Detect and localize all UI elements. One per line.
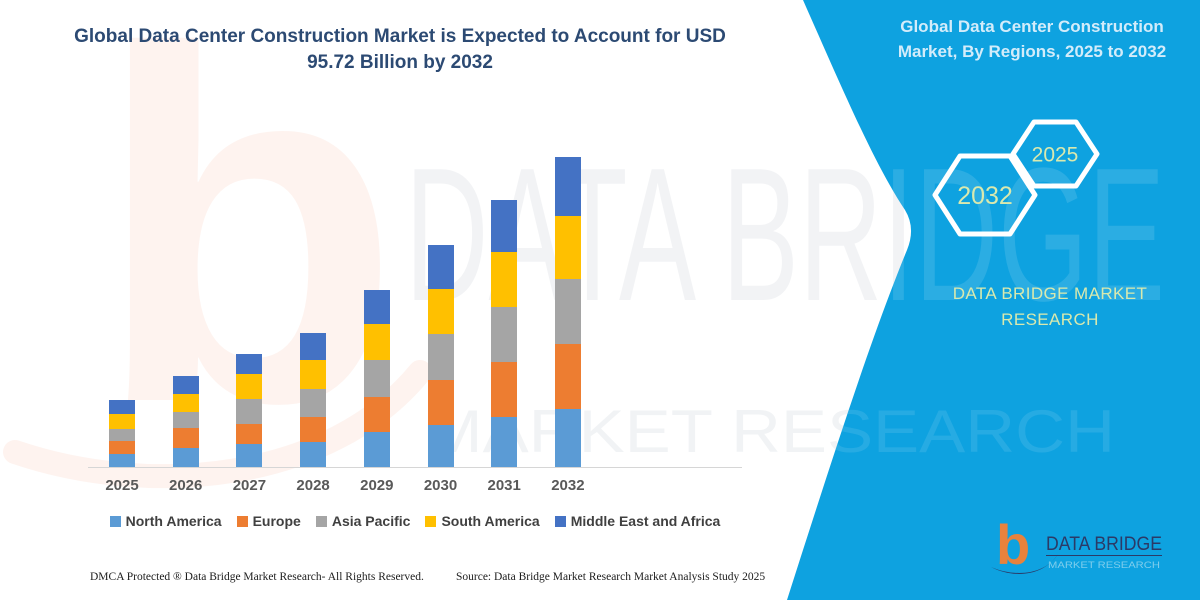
bar-segment-2030-south-america — [427, 289, 454, 334]
bar-2031 — [491, 200, 518, 467]
bar-segment-2026-middle-east-and-africa — [172, 375, 199, 394]
bar-segment-2028-europe — [300, 417, 327, 443]
legend-label-south-america: South America — [441, 513, 540, 529]
logo-tagline: MARKET RESEARCH — [1048, 560, 1160, 570]
logo-wordmark: DATA BRIDGE — [1046, 534, 1162, 555]
x-axis-label-2030: 2030 — [423, 477, 458, 494]
bar-segment-2027-europe — [236, 423, 263, 444]
legend-label-middle-east-and-africa: Middle East and Africa — [570, 513, 721, 529]
x-axis-labels: 2025 2026 2027 2028 2029 2030 2031 2032 — [90, 477, 610, 499]
logo-b-icon: b — [996, 513, 1030, 576]
x-axis-label-2025: 2025 — [105, 477, 139, 494]
bar-segment-2025-asia-pacific — [109, 429, 135, 441]
legend-item-asia-pacific: Asia Pacific — [315, 513, 411, 529]
page-title-line-2: 95.72 Billion by 2032 — [307, 52, 493, 74]
bar-segment-2029-north-america — [363, 432, 390, 467]
logo-swoosh-icon — [991, 554, 1058, 574]
page-title-line-1: Global Data Center Construction Market i… — [74, 26, 726, 47]
bar-segment-2027-south-america — [236, 374, 263, 400]
bar-segment-2026-europe — [172, 427, 199, 448]
bar-segment-2029-europe — [363, 397, 390, 432]
bar-segment-2031-north-america — [491, 417, 518, 467]
hexagon-2025-icon — [1010, 119, 1100, 189]
x-axis-label-2026: 2026 — [169, 477, 203, 494]
bar-segment-2032-middle-east-and-africa — [554, 156, 581, 216]
bar-2028 — [300, 333, 327, 467]
logo-divider — [1046, 555, 1162, 556]
bar-segment-2032-europe — [554, 343, 581, 409]
bar-segment-2031-europe — [491, 362, 518, 418]
bar-segment-2030-europe — [427, 380, 454, 426]
bar-2025 — [109, 400, 135, 467]
side-panel-brand-text: DATA BRIDGE MARKET RESEARCH — [952, 284, 1148, 330]
legend-swatch-north-america — [109, 515, 121, 527]
bar-segment-2032-north-america — [554, 408, 581, 467]
bar-segment-2025-south-america — [109, 414, 135, 429]
x-axis-label-2029: 2029 — [360, 477, 394, 494]
bar-segment-2029-middle-east-and-africa — [363, 290, 390, 324]
bar-2026 — [172, 375, 199, 467]
legend-item-south-america: South America — [425, 513, 540, 529]
bar-segment-2028-asia-pacific — [300, 389, 327, 418]
bar-segment-2031-asia-pacific — [491, 306, 518, 363]
hexagon-2025-label: 2025 — [1032, 144, 1079, 167]
page-title: Global Data Center Construction Market i… — [70, 24, 730, 76]
legend-label-north-america: North America — [125, 513, 222, 529]
bar-segment-2029-asia-pacific — [363, 360, 390, 397]
source-note: Source: Data Bridge Market Research Mark… — [456, 571, 766, 583]
databridge-logo: b DATA BRIDGE MARKET RESEARCH — [991, 513, 1162, 576]
bar-segment-2027-north-america — [236, 444, 263, 467]
legend-swatch-asia-pacific — [315, 515, 327, 527]
bar-plot — [90, 140, 610, 467]
bar-segment-2031-middle-east-and-africa — [491, 200, 518, 252]
legend-label-europe: Europe — [252, 513, 301, 529]
bar-segment-2026-asia-pacific — [172, 411, 199, 428]
bar-segment-2028-north-america — [300, 442, 327, 467]
panel-watermark-marketresearch-text: MARKET RESEARCH — [425, 398, 1115, 465]
legend-item-middle-east-and-africa: Middle East and Africa — [554, 513, 721, 529]
x-axis-label-2031: 2031 — [487, 477, 521, 494]
bar-segment-2030-north-america — [427, 425, 454, 467]
x-axis-line — [88, 467, 742, 468]
legend-swatch-europe — [236, 515, 248, 527]
legend-label-asia-pacific: Asia Pacific — [331, 513, 411, 529]
bar-segment-2025-north-america — [109, 454, 135, 467]
bar-2027 — [236, 354, 263, 467]
bar-2029 — [363, 290, 390, 467]
legend: North America Europe Asia Pacific South Ame… — [60, 513, 770, 529]
legend-swatch-south-america — [425, 515, 437, 527]
hexagon-2032-label: 2032 — [957, 182, 1013, 210]
bar-segment-2028-south-america — [300, 360, 327, 390]
bar-segment-2027-middle-east-and-africa — [236, 354, 263, 375]
bar-segment-2031-south-america — [491, 251, 518, 307]
bar-segment-2030-middle-east-and-africa — [427, 245, 454, 290]
bar-segment-2030-asia-pacific — [427, 333, 454, 381]
x-axis-label-2027: 2027 — [232, 477, 267, 494]
x-axis-label-2032: 2032 — [551, 477, 585, 494]
hexagon-2032-icon — [932, 153, 1038, 237]
bar-2030 — [427, 245, 454, 467]
bar-segment-2026-north-america — [172, 447, 199, 467]
bar-segment-2032-south-america — [554, 215, 581, 280]
x-axis-label-2028: 2028 — [296, 477, 330, 494]
bar-2032 — [554, 156, 581, 467]
bar-segment-2029-south-america — [363, 323, 390, 361]
legend-swatch-middle-east-and-africa — [554, 515, 566, 527]
bar-segment-2032-asia-pacific — [554, 279, 581, 344]
legend-item-europe: Europe — [236, 513, 301, 529]
bar-segment-2025-europe — [109, 441, 135, 454]
side-panel-heading: Global Data Center Construction Market, … — [897, 17, 1167, 61]
legend-item-north-america: North America — [109, 513, 222, 529]
bar-segment-2028-middle-east-and-africa — [300, 333, 327, 361]
bar-segment-2026-south-america — [172, 393, 199, 412]
dmca-notice: DMCA Protected ® Data Bridge Market Rese… — [90, 571, 424, 583]
bar-segment-2025-middle-east-and-africa — [109, 400, 135, 415]
bar-segment-2027-asia-pacific — [236, 399, 263, 424]
